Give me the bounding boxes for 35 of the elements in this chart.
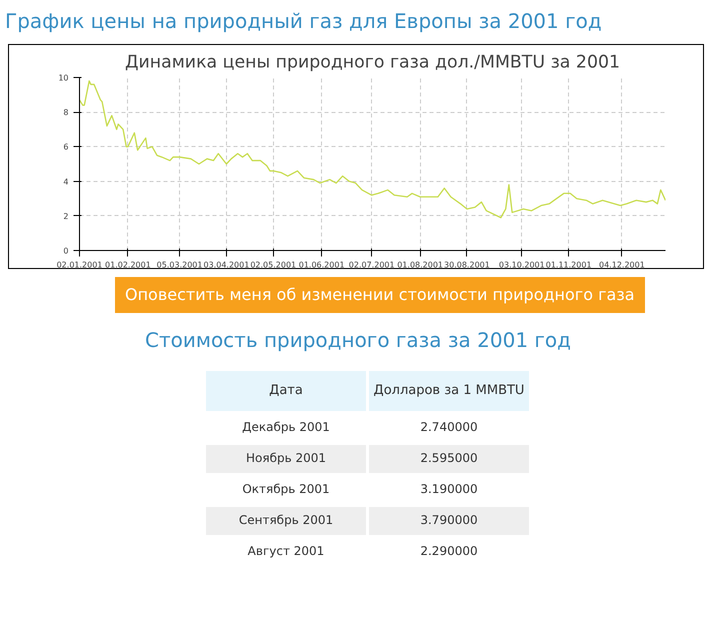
text: Долларов за 1 MMBTU	[369, 370, 529, 411]
text: Октябрь 2001	[206, 476, 366, 504]
x-tick-label: 02.07.2001	[348, 260, 395, 270]
y-tick-label: 4	[63, 176, 69, 186]
x-tick-label: 01.02.2001	[105, 260, 151, 270]
text: Дата	[206, 370, 366, 411]
text: Оповестить меня об изменении стоимости природного газа	[115, 276, 645, 314]
x-tick-label: 01.08.2001	[397, 260, 444, 270]
text: 2.290000	[369, 538, 529, 566]
text: 2.740000	[369, 414, 529, 442]
line-series	[80, 80, 666, 218]
x-tick-label: 30.08.2001	[444, 260, 490, 270]
x-tick-label: 01.11.2001	[546, 260, 592, 270]
y-tick-label: 2	[63, 211, 69, 220]
text: Сентябрь 2001	[206, 506, 366, 535]
x-tick-label: 01.06.2001	[298, 260, 345, 270]
text: Август 2001	[206, 538, 366, 566]
y-tick-label: 8	[63, 108, 69, 117]
x-tick-label: 05.03.2001	[156, 260, 202, 270]
x-tick-label: 03.04.2001	[204, 260, 250, 270]
text: 3.190000	[369, 476, 529, 504]
text: Ноябрь 2001	[206, 444, 366, 473]
y-tick-label: 0	[63, 246, 69, 256]
chart-subtitle: Динамика цены природного газа дол./MMBTU за 2001	[124, 52, 620, 72]
chart-title: График цены на природный газ для Европы за 2001 год	[5, 8, 602, 35]
x-tick-label: 03.10.2001	[498, 260, 545, 270]
x-tick-label: 02.01.2001	[56, 260, 102, 270]
y-tick-label: 6	[63, 142, 69, 152]
text: 3.790000	[369, 506, 529, 535]
x-tick-label: 02.05.2001	[250, 260, 296, 270]
x-tick-label: 04.12.2001	[599, 260, 645, 270]
y-tick-label: 10	[58, 73, 69, 82]
text: 2.595000	[369, 444, 529, 473]
text: Декабрь 2001	[206, 414, 366, 442]
text: Стоимость природного газа за 2001 год	[145, 327, 571, 354]
